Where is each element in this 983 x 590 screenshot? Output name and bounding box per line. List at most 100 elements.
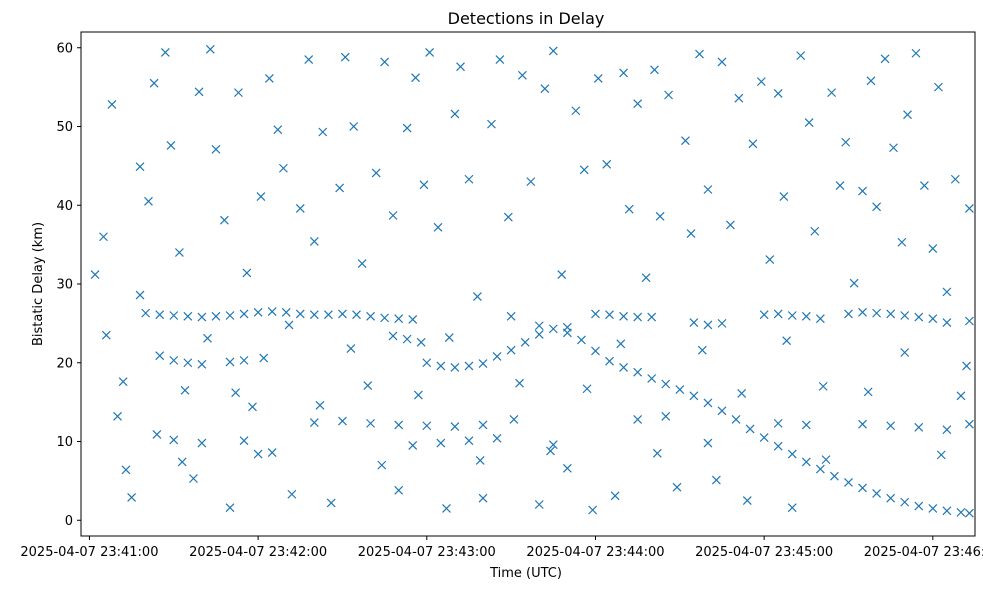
data-point [160,48,170,57]
data-point [815,464,825,474]
plot-frame [80,31,976,537]
data-point [540,84,550,94]
data-point [605,310,614,320]
data-point [394,420,404,430]
data-point [278,163,288,173]
data-point [661,379,671,389]
data-point [914,312,924,322]
data-point [672,482,682,492]
y-tick-label: 40 [56,199,73,214]
data-point [934,82,943,92]
data-point [515,378,524,388]
data-point [475,455,485,465]
y-tick-label: 20 [56,356,73,371]
data-point [371,168,381,178]
data-point [858,419,867,429]
data-point [346,344,356,353]
data-point [189,474,198,483]
data-point [633,367,643,377]
data-point [689,318,699,328]
data-point [90,270,100,279]
data-point [787,503,797,513]
data-point [546,446,555,456]
data-point [849,278,859,288]
data-point [717,406,727,416]
data-point [858,307,867,317]
data-point [211,311,221,321]
data-point [880,54,890,64]
data-point [155,351,165,361]
data-point [509,415,519,424]
data-point [579,165,589,175]
data-point [225,357,235,367]
data-point [436,438,446,448]
data-point [259,353,269,363]
data-point [956,507,966,517]
data-point [748,139,758,149]
data-point [804,118,814,127]
data-point [858,186,867,196]
data-point [827,88,837,98]
data-point [357,259,367,268]
data-point [964,419,974,429]
data-point [253,307,263,317]
data-point [335,183,345,193]
x-tick-label: 2025-04-07 23:42:00 [189,545,327,560]
data-point [234,88,243,98]
data-point [155,310,165,320]
y-axis-title: Bistatic Delay (km) [31,222,46,346]
data-point [801,311,811,321]
data-point [295,309,305,319]
data-point [844,309,853,319]
data-point [408,315,418,324]
data-point [323,310,333,320]
data-point [841,137,851,147]
data-point [962,361,971,371]
data-point [633,415,643,424]
data-point [686,229,696,239]
data-point [169,355,179,365]
data-point [183,358,193,368]
data-point [242,268,252,278]
data-point [318,127,328,137]
data-point [363,381,373,391]
data-point [858,483,867,493]
data-point [914,501,924,511]
data-marks [90,44,974,518]
data-point [759,433,769,442]
data-point [413,390,423,400]
data-point [900,497,910,507]
data-point [394,314,404,324]
data-point [964,508,974,518]
x-tick-label: 2025-04-07 23:44:00 [526,545,664,560]
data-point [152,429,162,439]
data-point [506,311,516,321]
data-point [571,106,581,116]
data-point [107,100,117,109]
data-point [422,421,432,431]
data-point [956,391,966,401]
data-point [641,273,651,283]
data-point [248,402,257,412]
data-point [169,435,179,445]
data-point [548,324,558,334]
data-point [183,311,193,321]
data-point [911,48,921,58]
data-point [737,389,747,398]
data-point [526,177,536,187]
data-point [928,504,938,513]
data-point [734,93,744,103]
data-point [675,385,685,394]
data-point [731,415,741,424]
data-point [562,463,572,473]
data-point [442,504,451,513]
data-point [650,65,659,75]
data-point [633,312,643,322]
data-point [742,496,752,505]
data-point [366,311,375,321]
data-point [304,55,314,64]
data-point [703,185,713,194]
data-point [487,119,496,129]
data-point [287,489,297,499]
data-point [135,162,145,172]
